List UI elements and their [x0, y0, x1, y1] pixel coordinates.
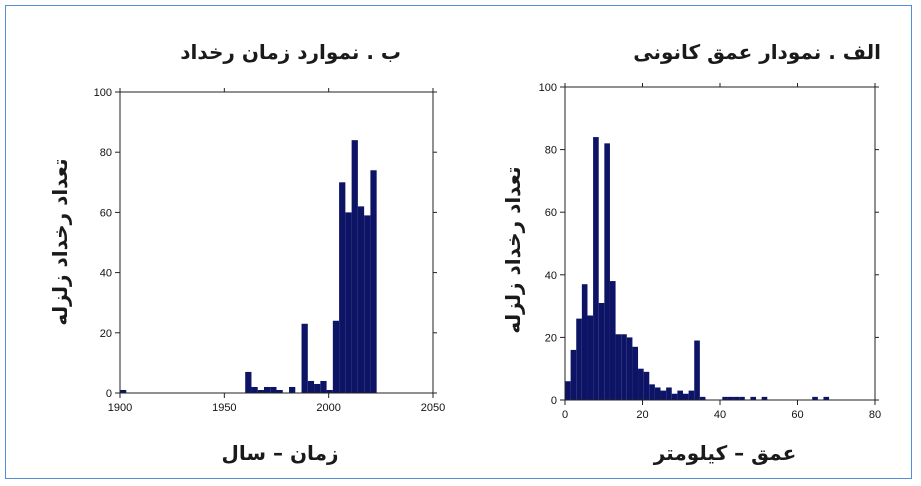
depth-ytick-label: 40	[545, 270, 557, 282]
depth-ytick-label: 20	[545, 332, 557, 344]
time-chart-ylabel: تعداد رخداد زلزله	[48, 158, 72, 326]
time-bar	[257, 389, 264, 393]
time-bar	[351, 140, 358, 393]
time-bar	[289, 386, 296, 393]
time-bar	[370, 170, 377, 393]
depth-ytick-label: 80	[545, 145, 557, 157]
depth-bar	[570, 349, 577, 400]
time-bar	[251, 386, 258, 393]
depth-bar	[688, 390, 695, 400]
time-ytick-label: 40	[100, 268, 112, 280]
depth-bar	[750, 396, 757, 400]
depth-bar	[615, 334, 622, 400]
depth-xtick-label: 60	[791, 409, 803, 421]
depth-bar	[609, 281, 616, 400]
time-plot-frame	[119, 91, 434, 394]
time-bar	[263, 386, 271, 393]
depth-histogram: 0 20 40 60 80 100 0 20 40 60 80	[539, 82, 881, 421]
depth-xtick-label: 20	[636, 409, 648, 421]
time-xtick-label: 1900	[108, 402, 132, 414]
depth-xtick-label: 40	[714, 409, 726, 421]
time-bar	[307, 380, 315, 393]
depth-bar	[654, 387, 661, 400]
depth-bar	[761, 396, 768, 400]
depth-bar	[576, 318, 582, 400]
depth-bar	[739, 396, 745, 400]
time-chart-title: ب . نموارد زمان رخداد	[180, 40, 401, 64]
time-bar	[332, 320, 340, 393]
depth-bar	[682, 393, 689, 400]
depth-bar	[671, 393, 678, 400]
time-ytick-label: 80	[100, 147, 112, 159]
time-ytick-label: 60	[100, 207, 112, 219]
time-ytick-label: 0	[106, 388, 112, 400]
depth-bar	[593, 137, 599, 400]
depth-bar	[649, 384, 655, 400]
time-bar	[345, 212, 352, 393]
depth-bar	[722, 396, 728, 400]
depth-bar	[812, 396, 818, 400]
depth-chart-xlabel: عمق – کیلومتر	[653, 441, 797, 465]
time-histogram: 0 20 40 60 80 100 1900 1950 2000 2050	[94, 87, 446, 414]
depth-bar	[621, 334, 627, 400]
depth-bar	[581, 284, 588, 400]
time-bar	[364, 215, 371, 393]
time-bar	[314, 383, 321, 393]
depth-bar	[666, 387, 672, 400]
depth-chart-title: الف . نمودار عمق کانونی	[633, 40, 881, 64]
time-bar	[339, 182, 346, 393]
time-ytick-label: 20	[100, 328, 112, 340]
depth-bar	[626, 337, 633, 400]
depth-bar	[823, 396, 830, 400]
depth-bar	[632, 346, 639, 400]
depth-bar	[598, 302, 605, 400]
time-bar	[120, 389, 127, 393]
time-xtick-label: 2050	[421, 402, 445, 414]
depth-bar	[699, 396, 706, 400]
depth-bar	[587, 315, 594, 400]
time-xtick-label: 1950	[212, 402, 236, 414]
time-bar	[276, 389, 283, 393]
depth-bar	[733, 396, 740, 400]
depth-ytick-label: 100	[539, 82, 557, 94]
depth-bar	[604, 143, 610, 400]
depth-xtick-label: 0	[562, 409, 568, 421]
time-bar	[245, 371, 252, 393]
depth-ytick-label: 60	[545, 207, 557, 219]
depth-xtick-label: 80	[869, 409, 881, 421]
time-xtick-label: 2000	[316, 402, 340, 414]
depth-bar	[638, 368, 644, 400]
depth-bar	[727, 396, 734, 400]
depth-bar	[694, 340, 700, 400]
time-bar	[320, 380, 327, 393]
time-ytick-label: 100	[94, 87, 112, 99]
time-bar	[301, 323, 308, 393]
depth-bar	[677, 390, 683, 400]
time-bar	[326, 389, 333, 393]
time-chart-xlabel: زمان – سال	[221, 441, 339, 465]
depth-ytick-label: 0	[551, 395, 557, 407]
time-bar	[270, 386, 277, 393]
time-bar	[357, 206, 365, 393]
depth-bar	[643, 371, 650, 400]
depth-bar	[660, 390, 667, 400]
depth-bar	[565, 381, 571, 400]
